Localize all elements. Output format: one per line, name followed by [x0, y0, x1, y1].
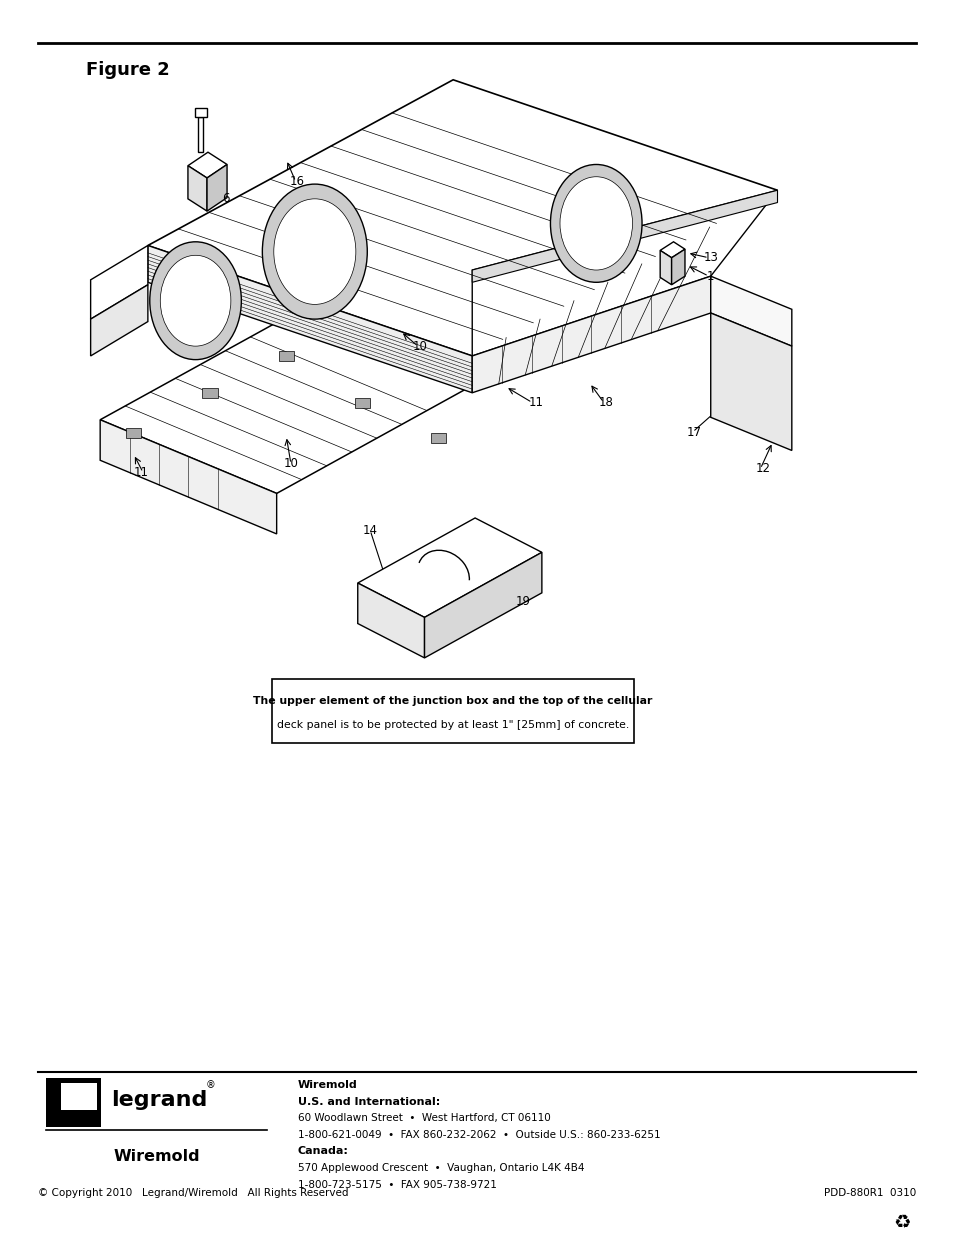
- Circle shape: [550, 164, 641, 283]
- Polygon shape: [50, 1083, 97, 1121]
- Polygon shape: [671, 249, 684, 285]
- Text: © Copyright 2010   Legrand/Wiremold   All Rights Reserved: © Copyright 2010 Legrand/Wiremold All Ri…: [38, 1188, 348, 1198]
- Text: The upper element of the junction box and the top of the cellular: The upper element of the junction box an…: [253, 697, 652, 706]
- Text: 19: 19: [515, 595, 530, 608]
- Text: 1-800-621-0049  •  FAX 860-232-2062  •  Outside U.S.: 860-233-6251: 1-800-621-0049 • FAX 860-232-2062 • Outs…: [297, 1130, 659, 1140]
- Polygon shape: [357, 583, 424, 658]
- Bar: [278, 351, 294, 361]
- Polygon shape: [100, 309, 476, 494]
- FancyBboxPatch shape: [46, 1078, 101, 1126]
- Text: 14: 14: [362, 524, 377, 537]
- Text: 60 Woodlawn Street  •  West Hartford, CT 06110: 60 Woodlawn Street • West Hartford, CT 0…: [297, 1113, 550, 1124]
- Text: U.S. and International:: U.S. and International:: [297, 1097, 439, 1107]
- Text: 16: 16: [290, 175, 305, 188]
- Text: 18: 18: [598, 396, 613, 409]
- Text: 11: 11: [133, 466, 149, 479]
- Bar: [355, 398, 370, 408]
- FancyBboxPatch shape: [50, 1083, 97, 1121]
- Polygon shape: [472, 190, 777, 283]
- Circle shape: [559, 177, 632, 270]
- Bar: [202, 388, 217, 398]
- Circle shape: [150, 242, 241, 359]
- Text: 10: 10: [283, 457, 298, 471]
- Polygon shape: [710, 277, 791, 346]
- Text: Canada:: Canada:: [297, 1146, 348, 1156]
- Text: Figure 2: Figure 2: [86, 62, 170, 79]
- Text: legrand: legrand: [111, 1089, 207, 1110]
- Text: 1-800-723-5175  •  FAX 905-738-9721: 1-800-723-5175 • FAX 905-738-9721: [297, 1179, 496, 1189]
- Text: 10: 10: [412, 340, 427, 353]
- Text: 13: 13: [702, 251, 718, 264]
- Polygon shape: [148, 80, 777, 356]
- Text: 11: 11: [528, 396, 543, 409]
- Text: ♻: ♻: [893, 1213, 910, 1231]
- FancyBboxPatch shape: [272, 679, 634, 742]
- Text: PDD-880R1  0310: PDD-880R1 0310: [822, 1188, 915, 1198]
- Text: 17: 17: [686, 426, 701, 438]
- Polygon shape: [357, 517, 541, 618]
- Text: 570 Applewood Crescent  •  Vaughan, Ontario L4K 4B4: 570 Applewood Crescent • Vaughan, Ontari…: [297, 1163, 583, 1173]
- Polygon shape: [472, 277, 710, 393]
- Text: deck panel is to be protected by at least 1" [25mm] of concrete.: deck panel is to be protected by at leas…: [276, 720, 629, 730]
- Bar: [126, 429, 141, 438]
- Text: 6: 6: [222, 193, 230, 205]
- Polygon shape: [188, 165, 207, 211]
- Polygon shape: [424, 552, 541, 658]
- Polygon shape: [198, 116, 203, 152]
- Polygon shape: [188, 152, 227, 178]
- Polygon shape: [100, 420, 276, 534]
- Polygon shape: [659, 242, 684, 258]
- Polygon shape: [472, 190, 777, 356]
- Polygon shape: [710, 312, 791, 451]
- Text: Wiremold: Wiremold: [113, 1149, 199, 1163]
- Circle shape: [274, 199, 355, 304]
- Polygon shape: [207, 164, 227, 211]
- Text: ®: ®: [206, 1081, 215, 1091]
- Text: 12: 12: [755, 462, 770, 475]
- Polygon shape: [91, 246, 148, 319]
- Circle shape: [262, 184, 367, 319]
- Polygon shape: [194, 107, 207, 116]
- Text: Wiremold: Wiremold: [297, 1081, 357, 1091]
- Text: 1: 1: [706, 269, 714, 283]
- Bar: [431, 433, 446, 443]
- Polygon shape: [659, 251, 671, 285]
- Circle shape: [160, 256, 231, 346]
- Polygon shape: [148, 246, 472, 393]
- Polygon shape: [91, 285, 148, 356]
